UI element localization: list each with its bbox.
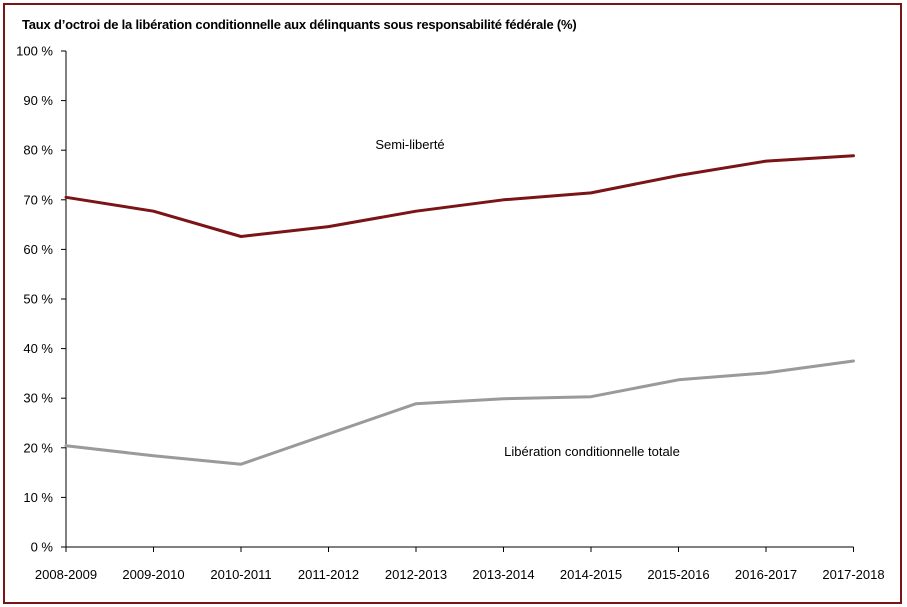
y-tick-label: 100 % bbox=[16, 44, 53, 59]
tick-labels: 0 % 10 % 20 % 30 % 40 % 50 % 60 % 70 % 80 % 90 % 1… bbox=[16, 44, 884, 583]
x-tick-label: 2011-2012 bbox=[298, 567, 359, 582]
y-tick-label: 60 % bbox=[23, 242, 53, 257]
y-tick-label: 40 % bbox=[23, 341, 53, 356]
y-tick-label: 0 % bbox=[31, 540, 54, 555]
series-line-1 bbox=[64, 359, 855, 466]
series-lines bbox=[64, 154, 855, 466]
y-tick-label: 90 % bbox=[23, 93, 53, 108]
series-label-1: Libération conditionnelle totale bbox=[504, 444, 680, 459]
x-tick-label: 2013-2014 bbox=[472, 567, 534, 582]
y-tick-label: 70 % bbox=[23, 192, 53, 207]
x-tick-label: 2012-2013 bbox=[385, 567, 447, 582]
x-tick-label: 2009-2010 bbox=[122, 567, 184, 582]
series-line-0 bbox=[64, 154, 855, 238]
y-tick-label: 30 % bbox=[23, 391, 53, 406]
y-tick-label: 10 % bbox=[23, 490, 53, 505]
chart-frame bbox=[3, 3, 902, 604]
y-tick-label: 80 % bbox=[23, 143, 53, 158]
x-tick-label: 2015-2016 bbox=[647, 567, 709, 582]
x-tick-label: 2008-2009 bbox=[35, 567, 97, 582]
chart-title: Taux d’octroi de la libération condition… bbox=[22, 17, 577, 32]
y-tick-label: 20 % bbox=[23, 440, 53, 455]
series-label-0: Semi-liberté bbox=[375, 137, 444, 152]
x-tick-label: 2017-2018 bbox=[822, 567, 884, 582]
x-tick-label: 2010-2011 bbox=[210, 567, 271, 582]
axes bbox=[61, 50, 854, 552]
x-tick-label: 2014-2015 bbox=[560, 567, 622, 582]
series-labels: Semi-liberté Libération conditionnelle to… bbox=[375, 137, 680, 459]
x-tick-label: 2016-2017 bbox=[735, 567, 797, 582]
y-tick-label: 50 % bbox=[23, 292, 53, 307]
